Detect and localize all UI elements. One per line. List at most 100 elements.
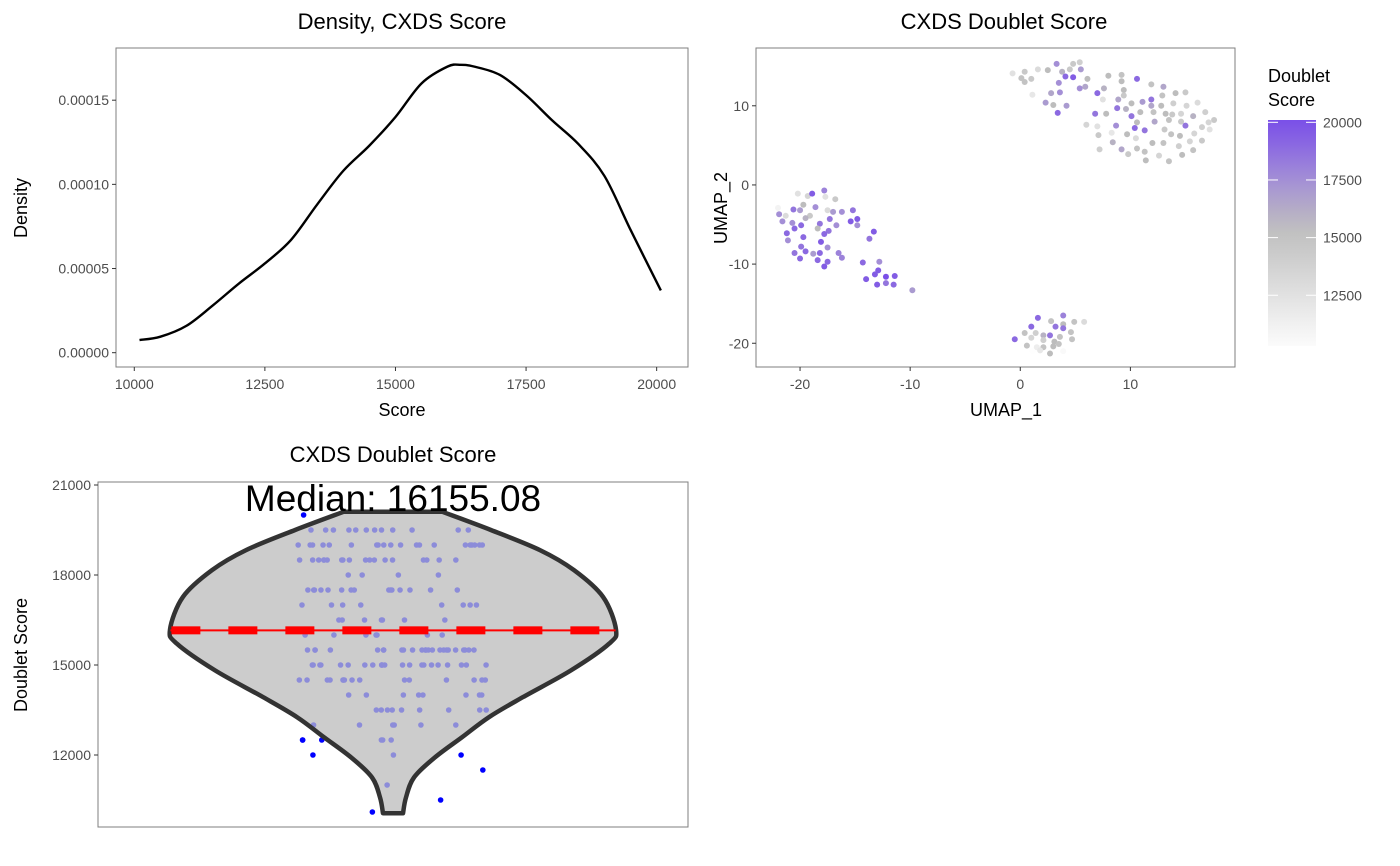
umap-point xyxy=(810,250,817,257)
umap-point xyxy=(814,257,821,264)
umap-point xyxy=(798,222,805,229)
umap-point xyxy=(804,193,811,200)
umap-point xyxy=(1055,79,1062,86)
violin-point xyxy=(338,557,345,563)
umap-axes: -20 -10 0 10 -20 -10 0 10 xyxy=(729,98,1139,392)
umap-point xyxy=(882,273,889,280)
umap-point xyxy=(1053,60,1060,67)
legend-tick-label: 17500 xyxy=(1323,172,1362,188)
violin-point xyxy=(310,752,316,758)
umap-point xyxy=(875,267,882,274)
umap-point xyxy=(1071,318,1078,325)
umap-point xyxy=(1202,109,1209,116)
umap-point xyxy=(1047,332,1054,339)
violin-point xyxy=(460,647,467,653)
umap-point xyxy=(1096,146,1103,153)
umap-point xyxy=(1125,151,1132,158)
umap-point xyxy=(849,207,856,214)
violin-point xyxy=(327,647,334,653)
umap-point xyxy=(1179,151,1186,158)
density-y-tick-label: 0.00015 xyxy=(58,92,109,108)
violin-point xyxy=(362,557,369,563)
violin-point xyxy=(444,662,451,668)
umap-point xyxy=(779,218,786,225)
umap-point xyxy=(1011,336,1018,343)
umap-point xyxy=(1070,60,1077,67)
umap-panel: CXDS Doublet Score -20 -10 0 10 -20 -10 0 10 UM… xyxy=(711,9,1362,421)
umap-x-tick-label: 0 xyxy=(1016,376,1024,392)
legend-title-line-2: Score xyxy=(1268,90,1315,110)
umap-point xyxy=(821,187,828,194)
umap-point xyxy=(797,207,804,214)
violin-point xyxy=(340,677,346,683)
umap-point xyxy=(1094,123,1101,130)
umap-point xyxy=(1148,102,1155,109)
violin-marks xyxy=(167,509,619,816)
umap-point xyxy=(838,254,845,261)
umap-point xyxy=(1133,119,1140,126)
violin-point xyxy=(479,677,485,683)
violin-point xyxy=(398,707,405,713)
umap-point xyxy=(1191,130,1198,137)
legend-ticks: 20000 17500 15000 12500 xyxy=(1268,114,1362,303)
umap-point xyxy=(1141,127,1148,134)
violin-point xyxy=(307,542,313,548)
umap-point xyxy=(1148,96,1155,103)
legend-tick-label: 15000 xyxy=(1323,230,1362,246)
umap-point xyxy=(1149,139,1156,146)
violin-point xyxy=(466,647,472,653)
umap-point xyxy=(1170,100,1177,107)
violin-point xyxy=(318,587,324,593)
umap-point xyxy=(825,227,832,234)
umap-point xyxy=(838,208,845,215)
violin-point xyxy=(322,527,329,533)
violin-point xyxy=(300,512,307,518)
umap-point xyxy=(826,215,833,222)
violin-point xyxy=(378,527,385,533)
violin-point xyxy=(452,647,459,653)
umap-point xyxy=(1009,70,1016,77)
violin-outline xyxy=(167,509,619,816)
violin-point xyxy=(428,662,435,668)
umap-point xyxy=(1139,98,1146,105)
violin-title: CXDS Doublet Score xyxy=(290,442,497,467)
violin-point xyxy=(465,527,472,533)
umap-point xyxy=(1178,110,1185,117)
umap-point xyxy=(874,281,881,288)
density-x-tick-label: 12500 xyxy=(245,376,284,392)
violin-point xyxy=(373,707,380,713)
median-dash xyxy=(171,626,201,635)
density-y-tick-label: 0.00005 xyxy=(58,261,109,277)
umap-point xyxy=(822,193,829,200)
umap-point xyxy=(1205,119,1212,126)
violin-point xyxy=(309,557,316,563)
violin-point xyxy=(483,662,489,668)
umap-point xyxy=(1141,148,1148,155)
violin-point xyxy=(380,647,387,653)
umap-point xyxy=(1084,75,1091,82)
legend-colorbar xyxy=(1268,120,1316,346)
violin-point xyxy=(345,692,352,698)
violin-point xyxy=(388,737,394,743)
umap-point xyxy=(1056,89,1063,96)
umap-point xyxy=(824,258,831,265)
umap-point xyxy=(1059,68,1066,75)
umap-point xyxy=(1133,145,1140,152)
umap-point xyxy=(776,211,783,218)
violin-axes: 12000 15000 18000 21000 xyxy=(52,477,98,763)
violin-point xyxy=(330,527,337,533)
violin-point xyxy=(337,662,344,668)
density-x-axis-title: Score xyxy=(378,400,425,420)
violin-point xyxy=(453,557,459,563)
umap-point xyxy=(800,234,807,241)
violin-point xyxy=(438,602,445,608)
umap-point xyxy=(1050,343,1057,350)
umap-point xyxy=(1018,75,1025,82)
umap-point xyxy=(1114,105,1121,112)
violin-point xyxy=(389,722,396,728)
umap-point xyxy=(1063,102,1070,109)
violin-point xyxy=(395,572,402,578)
median-dash xyxy=(228,626,258,635)
umap-point xyxy=(802,248,809,255)
umap-point xyxy=(1094,90,1101,97)
